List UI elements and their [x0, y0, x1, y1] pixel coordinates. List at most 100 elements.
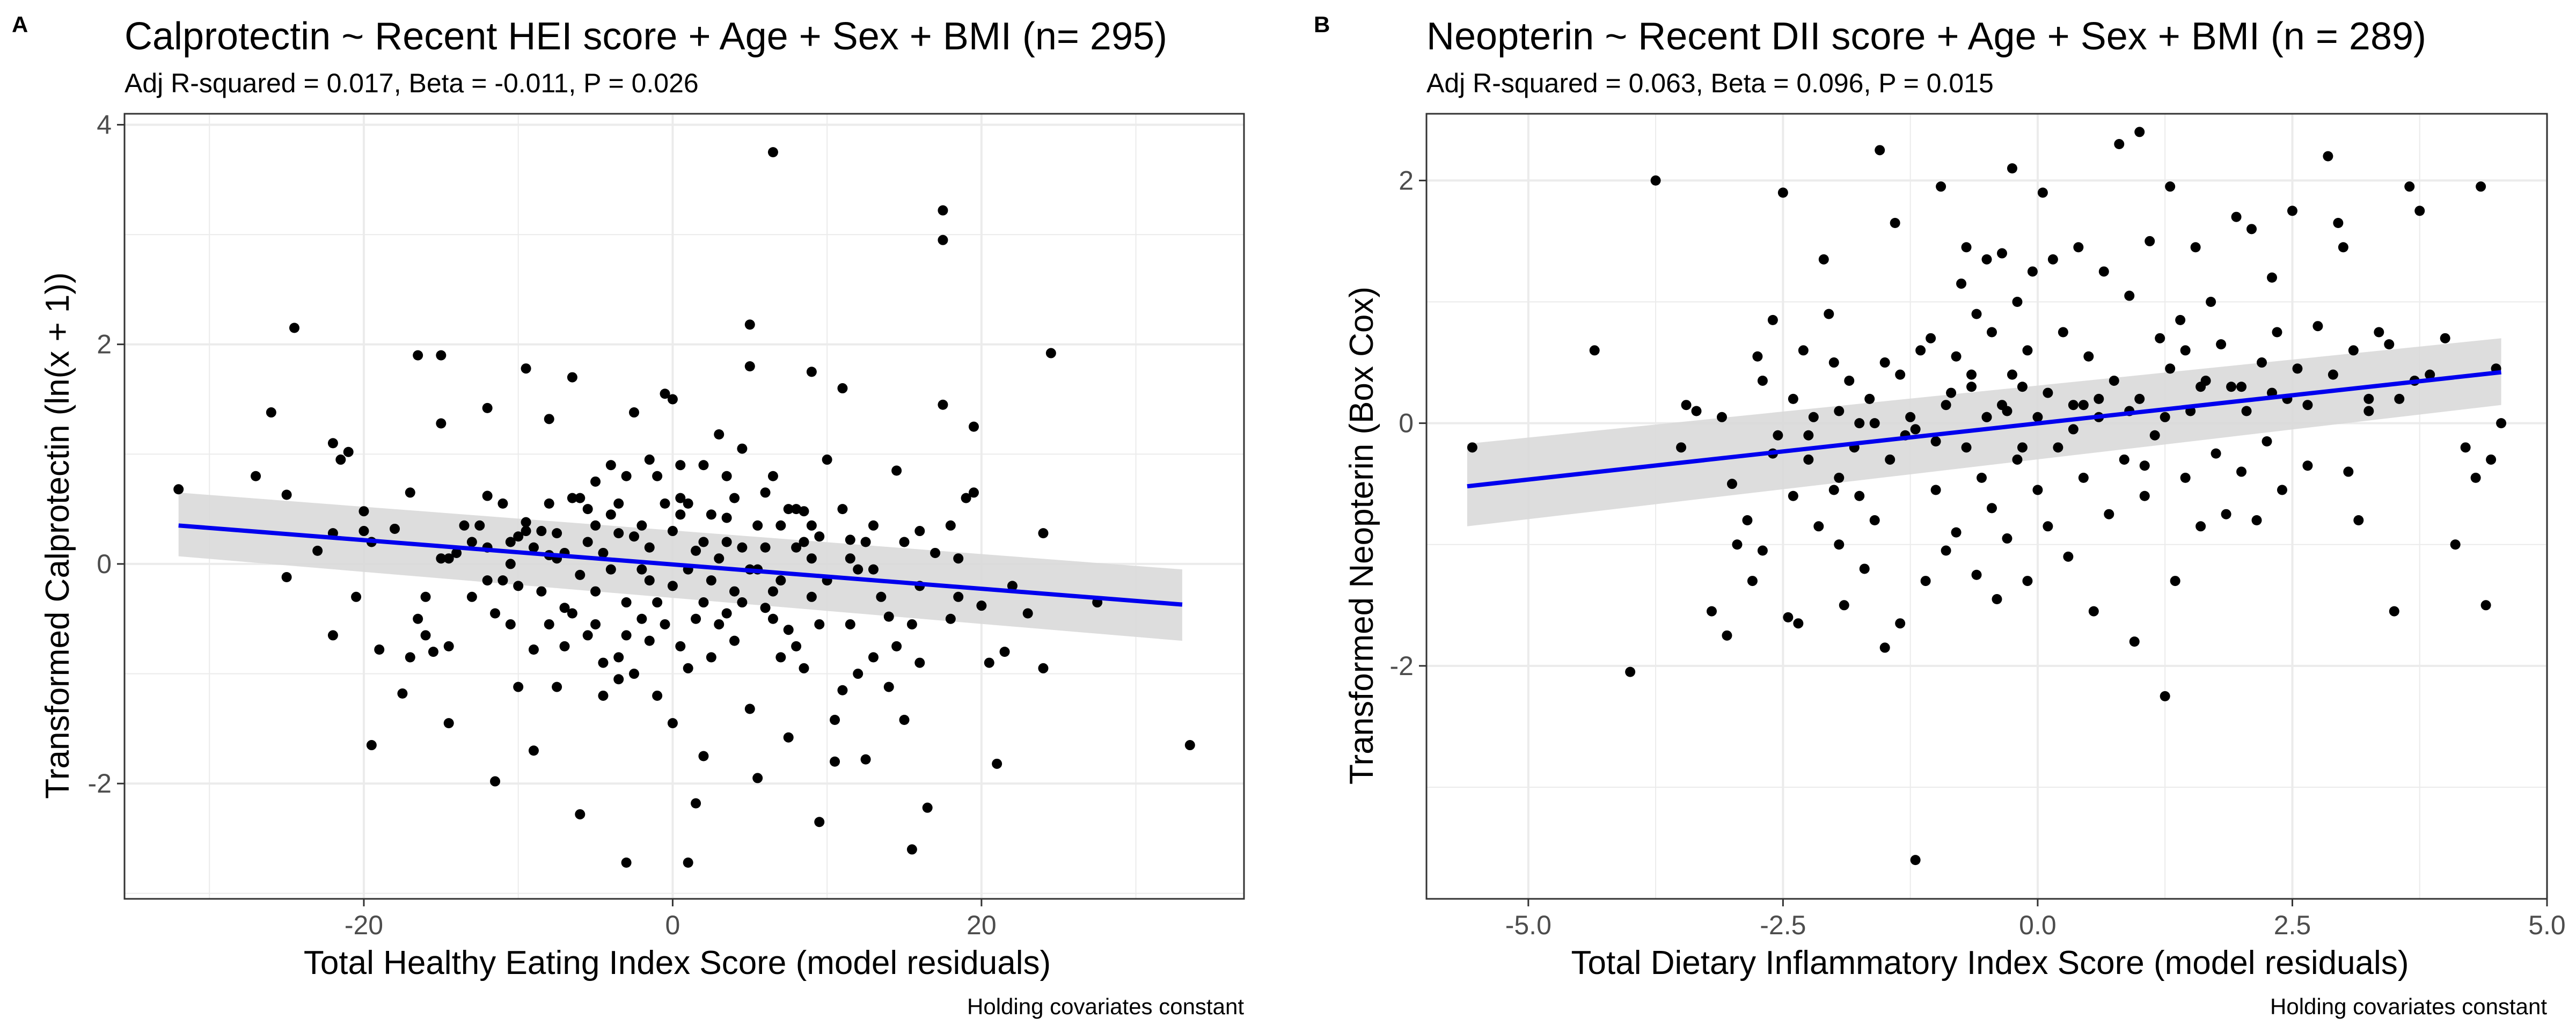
panel-b-data-point [1864, 393, 1875, 404]
panel-a-data-point [899, 537, 910, 547]
panel-a-data-point [327, 630, 338, 641]
panel-b-data-point [2480, 600, 2491, 611]
panel-a-data-point [443, 718, 454, 729]
panel-b-data-point [1910, 855, 1921, 866]
panel-a-data-point [482, 490, 493, 501]
panel-b-data-point [2012, 454, 2023, 465]
panel-a-subtitle: Adj R-squared = 0.017, Beta = -0.011, P … [125, 68, 699, 98]
panel-a-data-point [737, 597, 748, 608]
panel-a-data-point [544, 498, 554, 509]
panel-a-data-point [582, 504, 593, 515]
panel-b-data-point [1834, 539, 1845, 550]
panel-b-data-point [2302, 460, 2313, 471]
panel-b-data-point [2221, 509, 2231, 519]
panel-a-data-point [636, 520, 647, 531]
panel-b-data-point [2027, 266, 2038, 277]
panel-b-data-point [2363, 393, 2374, 404]
panel-b-data-point [2104, 509, 2114, 519]
panel-a-data-point [675, 641, 686, 651]
panel-a-data-point [628, 669, 639, 679]
panel-a-data-point [930, 547, 941, 558]
panel-a-data-point [289, 323, 299, 333]
panel-a-data-point [961, 493, 971, 503]
panel-a-data-point [644, 635, 655, 646]
panel-a-title: Calprotectin ~ Recent HEI score + Age + … [125, 15, 1167, 58]
panel-b-x-tick-label: 5.0 [2528, 910, 2566, 940]
panel-a-data-point [721, 471, 732, 481]
panel-a-data-point [868, 520, 879, 531]
panel-b-data-point [2068, 424, 2079, 435]
panel-b-data-point [1854, 418, 1865, 429]
panel-b-data-point [2216, 339, 2227, 350]
panel-a-data-point [868, 652, 879, 663]
panel-a-data-point [799, 537, 809, 547]
panel-a-data-point [652, 597, 663, 608]
panel-b-data-point [1910, 424, 1921, 435]
panel-a-data-point [1038, 663, 1049, 673]
panel-a-data-point [351, 591, 362, 602]
panel-a-data-point [675, 493, 686, 503]
panel-b-data-point [1905, 412, 1916, 422]
panel-b-data-point [2333, 218, 2344, 229]
panel-b-data-point [2180, 472, 2191, 483]
panel-a-data-point [683, 498, 693, 509]
panel-a-data-point [628, 407, 639, 418]
panel-b-data-point [2251, 515, 2262, 526]
panel-b-y-tick-label: 0 [1399, 408, 1414, 438]
panel-a-data-point [358, 506, 369, 517]
panel-a-data-point [598, 690, 609, 701]
panel-a-data-point [691, 798, 701, 809]
panel-b-data-point [2363, 406, 2374, 416]
panel-b-regression-line [1467, 370, 2502, 489]
panel-b-data-point [2257, 357, 2267, 368]
panel-a-data-point [806, 553, 817, 564]
panel-a-data-point [482, 402, 493, 413]
panel-a-data-point [814, 817, 825, 827]
panel-b-data-point [2476, 181, 2486, 192]
panel-a-data-point [513, 581, 524, 591]
panel-b-data-point [2236, 466, 2247, 477]
panel-a-data-point [737, 542, 748, 553]
panel-b-data-point [1956, 279, 1967, 289]
panel-b-x-tick-label: -5.0 [1505, 910, 1552, 940]
panel-a-data-point [667, 581, 678, 591]
panel-b-data-point [2414, 206, 2425, 216]
panel-b-data-point [1859, 563, 1870, 574]
panel-b-ci-band [1467, 338, 2501, 526]
panel-b-data-point [1992, 594, 2002, 604]
panel-b-data-point [1589, 345, 1600, 356]
panel-b-data-point [1869, 515, 1880, 526]
panel-a-data-point [505, 619, 516, 629]
panel-a-data-point [1045, 348, 1056, 358]
panel-b-data-point [2012, 296, 2023, 307]
panel-a-data-point [466, 591, 477, 602]
panel-a-data-point [783, 732, 794, 743]
panel-a-data-point [830, 714, 840, 725]
panel-a-data-point [783, 625, 794, 635]
panel-b-data-point [2032, 485, 2043, 495]
panel-a-data-point [490, 776, 501, 787]
panel-b-data-point [1977, 472, 1987, 483]
panel-a-data-point [968, 421, 979, 432]
panel-b-data-point [1757, 375, 1768, 386]
panel-a-data-point [806, 520, 817, 531]
panel-a-regression-line [178, 523, 1183, 607]
panel-a-data-point [358, 526, 369, 537]
panel-b-data-point [1926, 333, 1936, 343]
panel-b-data-point [1915, 345, 1926, 356]
panel-b-x-tick-label: 0.0 [2019, 910, 2057, 940]
panel-a-data-point [845, 534, 855, 545]
panel-b-data-point [1930, 485, 1941, 495]
panel-b-data-point [1839, 600, 1849, 611]
panel-b-data-point [1895, 618, 1906, 629]
panel-a-data-point [791, 504, 802, 515]
panel-b-data-point [1793, 618, 1804, 629]
panel-b-data-point [2236, 382, 2247, 392]
panel-a-x-tick-label: 0 [665, 910, 680, 940]
panel-b-data-point [1981, 254, 1992, 265]
panel-a-x-axis-label: Total Healthy Eating Index Score (model … [304, 944, 1051, 981]
panel-a-data-point [567, 493, 577, 503]
panel-b-data-point [1966, 382, 1977, 392]
panel-b-data-point [2211, 448, 2221, 459]
panel-b-data-point [2384, 339, 2395, 350]
